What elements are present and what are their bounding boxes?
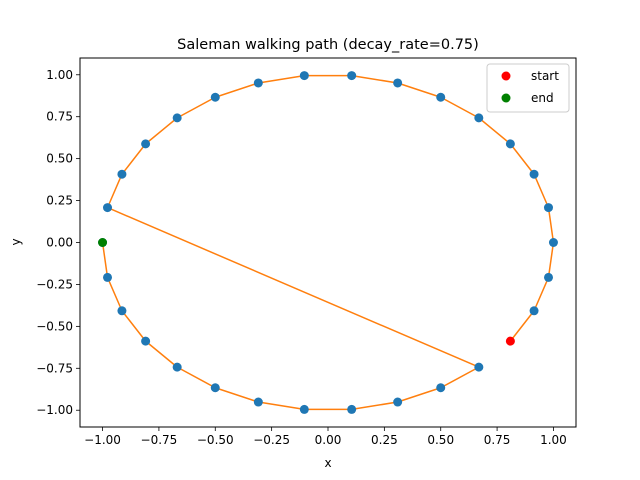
y-tick-label: 0.75 (46, 110, 73, 124)
y-tick-label: 0.25 (46, 194, 73, 208)
city-point (253, 397, 263, 407)
y-tick-label: 0.00 (46, 236, 73, 250)
city-point (474, 362, 484, 372)
city-point (529, 169, 539, 179)
city-point (436, 92, 446, 102)
x-tick-label: 0.25 (371, 433, 398, 447)
x-tick-label: −0.25 (253, 433, 290, 447)
x-tick-label: 0.00 (315, 433, 342, 447)
end-marker (98, 238, 108, 247)
city-point (543, 203, 553, 213)
city-point (210, 92, 220, 102)
city-point (172, 113, 182, 123)
legend-start-marker (501, 71, 511, 81)
y-axis-label: y (9, 238, 23, 245)
path-line (101, 74, 555, 411)
y-tick-label: −0.50 (36, 319, 73, 333)
y-tick-label: −0.75 (36, 361, 73, 375)
chart-title: Saleman walking path (decay_rate=0.75) (177, 37, 479, 53)
city-point (103, 203, 113, 213)
legend-start-label: start (531, 69, 559, 83)
city-point (141, 336, 151, 346)
cities-layer (98, 71, 558, 414)
city-point (548, 238, 558, 247)
plot-background (80, 58, 576, 427)
city-point (474, 113, 484, 123)
y-tick-label: 1.00 (46, 68, 73, 82)
x-axis-label: x (324, 456, 331, 470)
x-tick-label: 0.50 (427, 433, 454, 447)
y-tick-label: −1.00 (36, 403, 73, 417)
y-tick-label: 0.50 (46, 152, 73, 166)
x-tick-label: −0.50 (197, 433, 234, 447)
city-point (436, 383, 446, 393)
x-tick-label: −1.00 (84, 433, 121, 447)
city-point (299, 71, 309, 81)
city-point (117, 306, 127, 316)
city-point (103, 272, 113, 282)
path-layer (101, 74, 555, 411)
city-point (505, 139, 515, 149)
city-point (393, 397, 403, 407)
city-point (393, 78, 403, 88)
start-marker (505, 336, 515, 346)
y-axis: −1.00 −0.75 −0.50 −0.25 0.00 0.25 0.50 0.75 1.00 (36, 68, 80, 417)
x-tick-label: −0.75 (141, 433, 178, 447)
city-point (210, 383, 220, 393)
city-point (253, 78, 263, 88)
city-point (529, 306, 539, 316)
city-point (141, 139, 151, 149)
city-point (543, 272, 553, 282)
x-tick-label: 0.75 (484, 433, 511, 447)
x-tick-label: 1.00 (540, 433, 567, 447)
legend-end-marker (501, 93, 511, 103)
city-point (117, 169, 127, 179)
markers-layer (98, 238, 515, 346)
city-point (347, 404, 357, 414)
legend: start end (486, 63, 570, 113)
plot-area (79, 57, 577, 428)
city-point (172, 362, 182, 372)
city-point (347, 71, 357, 81)
y-tick-label: −0.25 (36, 277, 73, 291)
city-point (299, 404, 309, 414)
legend-end-label: end (531, 91, 554, 105)
x-axis: −1.00 −0.75 −0.50 −0.25 0.00 0.25 0.50 0.75 1.00 (84, 427, 567, 447)
